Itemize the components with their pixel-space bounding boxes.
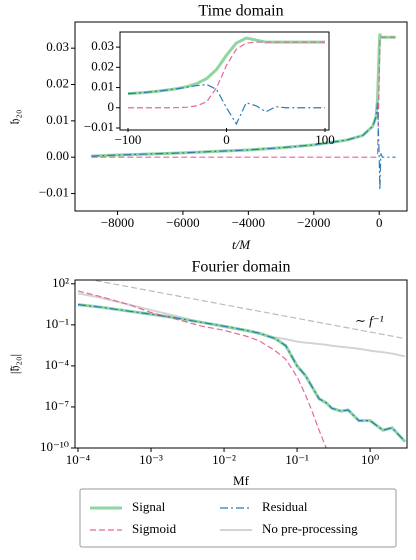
legend-label: No pre-processing xyxy=(262,521,358,536)
x-tick-label: −4000 xyxy=(232,215,265,230)
x-tick-label: 10⁻¹ xyxy=(285,452,309,467)
y-tick-label: 0.02 xyxy=(91,58,114,73)
reference-line xyxy=(89,280,406,340)
x-axis-label: t/M xyxy=(232,237,251,252)
y-tick-label: 0.03 xyxy=(91,38,114,53)
x-tick-label: 0 xyxy=(376,215,383,230)
y-tick-label: 0.03 xyxy=(46,39,69,54)
x-tick-label: 100 xyxy=(315,132,335,147)
x-tick-label: −8000 xyxy=(101,215,134,230)
chart-title: Fourier domain xyxy=(191,259,290,276)
x-tick-label: 10⁰ xyxy=(361,452,379,467)
legend-label: Signal xyxy=(132,499,166,514)
series-line xyxy=(91,102,396,190)
series-line xyxy=(77,304,406,442)
x-tick-label: 10⁻⁴ xyxy=(66,452,91,467)
y-tick-label: 10⁻⁷ xyxy=(45,398,69,413)
y-tick-label: 0.01 xyxy=(91,79,114,94)
legend-box xyxy=(79,488,397,548)
y-tick-label: 10² xyxy=(52,275,69,290)
y-tick-label: −0.01 xyxy=(39,185,69,200)
y-tick-label: 0.00 xyxy=(46,148,69,163)
y-tick-label: 10⁻⁴ xyxy=(45,357,70,372)
y-tick-label: −0.01 xyxy=(84,119,114,134)
series-line xyxy=(77,290,327,448)
plot-frame xyxy=(74,279,408,449)
y-tick-label: 0 xyxy=(108,99,115,114)
x-tick-label: 0 xyxy=(223,132,230,147)
series-line xyxy=(127,83,325,126)
y-tick-label: 10⁻¹ xyxy=(45,316,69,331)
x-tick-label: −100 xyxy=(115,132,142,147)
series-line xyxy=(91,36,396,158)
x-axis-label: Mf xyxy=(233,473,250,488)
y-tick-label: 10⁻¹⁰ xyxy=(40,439,69,454)
y-axis-label: |𝔥̃₂₀| xyxy=(7,354,22,374)
plot-area xyxy=(91,33,396,190)
x-tick-label: −6000 xyxy=(166,215,199,230)
y-tick-label: 0.01 xyxy=(46,112,69,127)
x-tick-label: 10⁻² xyxy=(212,452,236,467)
plot-area xyxy=(127,36,325,126)
annotation: ∼ f⁻¹ xyxy=(355,313,384,328)
x-tick-label: 10⁻³ xyxy=(139,452,163,467)
y-axis-label: 𝔥₂₀ xyxy=(7,110,22,125)
inset-background xyxy=(119,31,330,131)
x-tick-label: −2000 xyxy=(297,215,330,230)
legend-label: Sigmoid xyxy=(132,521,177,536)
y-tick-label: 0.02 xyxy=(46,75,69,90)
plot-frame xyxy=(74,21,408,212)
plot-area xyxy=(77,280,407,448)
series-line xyxy=(77,292,406,358)
legend-label: Residual xyxy=(262,499,308,514)
chart-title: Time domain xyxy=(198,3,283,20)
series-line xyxy=(128,41,325,109)
